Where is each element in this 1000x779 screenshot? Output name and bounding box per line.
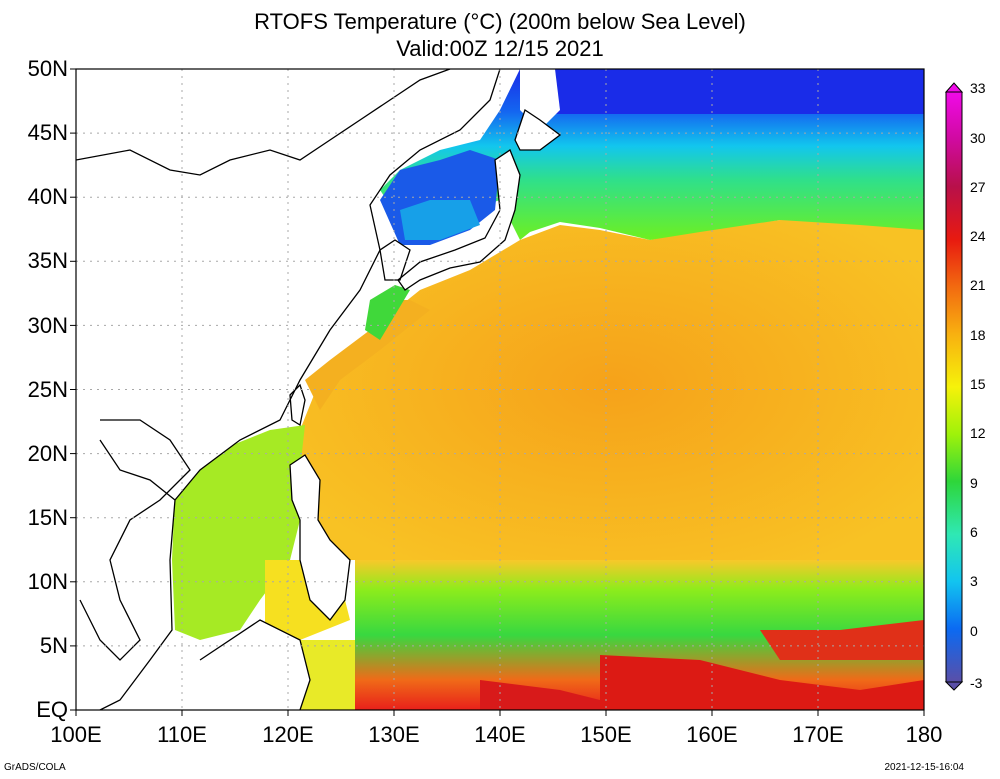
colorbar-tick: 30 — [970, 130, 986, 146]
lon-label: 130E — [368, 722, 419, 747]
colorbar: 33 30 27 24 21 18 15 12 9 6 3 0 -3 — [944, 80, 986, 691]
lat-label: 35N — [28, 248, 68, 273]
lon-label: 140E — [474, 722, 525, 747]
colorbar-tick: 18 — [970, 327, 986, 343]
ocean-field — [76, 69, 924, 710]
lat-label: 5N — [40, 633, 68, 658]
lat-label: 10N — [28, 569, 68, 594]
lat-label: 40N — [28, 184, 68, 209]
lon-label: 180 — [906, 722, 943, 747]
colorbar-ramp — [945, 91, 963, 683]
lat-label: 25N — [28, 377, 68, 402]
colorbar-tick: 27 — [970, 179, 986, 195]
lon-label: 150E — [580, 722, 631, 747]
colorbar-tick: 9 — [970, 475, 978, 491]
colorbar-tick: 24 — [970, 228, 986, 244]
lon-label: 160E — [686, 722, 737, 747]
colorbar-top-arrow — [944, 82, 964, 93]
colorbar-tick: 21 — [970, 277, 986, 293]
lon-label: 110E — [157, 722, 207, 747]
footer-timestamp: 2021-12-15-16:04 — [884, 762, 964, 773]
colorbar-tick: 15 — [970, 376, 986, 392]
graticule — [76, 69, 924, 710]
colorbar-tick: 33 — [970, 80, 986, 96]
map-title: RTOFS Temperature (°C) (200m below Sea L… — [254, 9, 746, 34]
lon-label: 170E — [792, 722, 843, 747]
lon-label: 120E — [262, 722, 313, 747]
colorbar-tick: 6 — [970, 524, 978, 540]
lat-label: EQ — [36, 697, 68, 722]
colorbar-tick: 3 — [970, 573, 978, 589]
map-subtitle: Valid:00Z 12/15 2021 — [396, 36, 604, 61]
colorbar-bottom-arrow — [944, 681, 964, 691]
lon-label: 100E — [50, 722, 101, 747]
colorbar-tick: -3 — [970, 675, 983, 691]
footer-credit: GrADS/COLA — [4, 762, 66, 773]
lat-label: 20N — [28, 441, 68, 466]
lat-label: 50N — [28, 56, 68, 81]
lat-label: 15N — [28, 505, 68, 530]
lat-label: 30N — [28, 313, 68, 338]
colorbar-tick: 0 — [970, 623, 978, 639]
lat-label: 45N — [28, 120, 68, 145]
colorbar-tick: 12 — [970, 425, 986, 441]
